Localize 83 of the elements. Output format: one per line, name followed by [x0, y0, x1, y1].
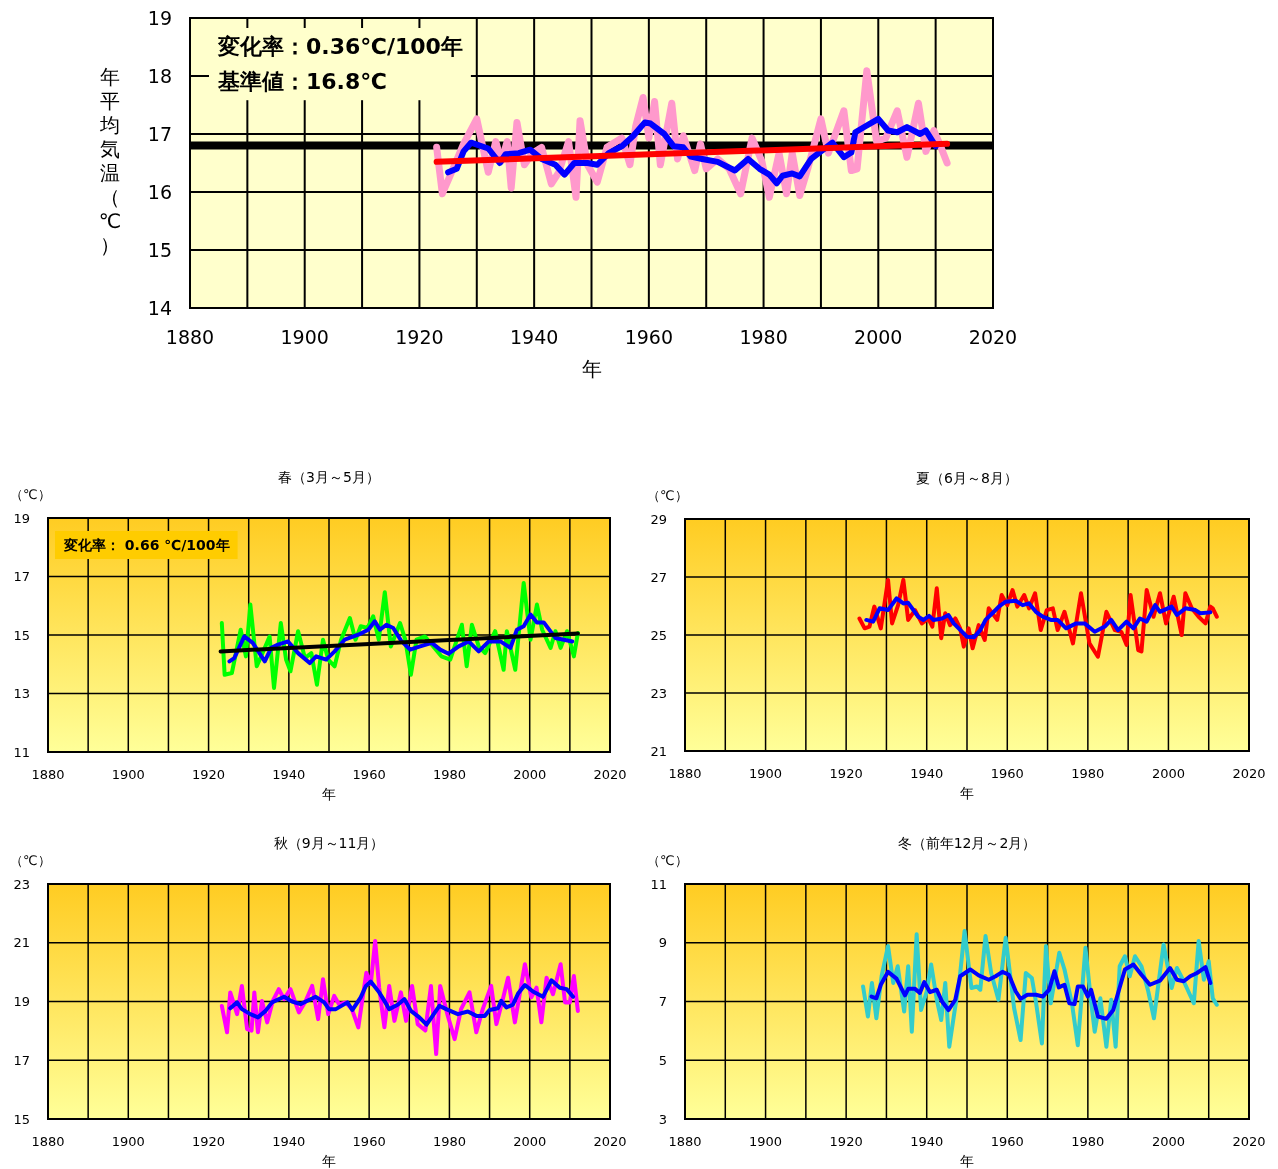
- x-tick-label: 1920: [192, 767, 226, 782]
- x-axis-title: 年: [960, 1153, 974, 1169]
- annotation: 変化率：0.36℃/100年: [217, 34, 463, 59]
- x-tick-label: 1960: [990, 766, 1024, 781]
- x-tick-label: 1920: [829, 766, 863, 781]
- x-tick-label: 1940: [910, 1134, 944, 1149]
- y-tick-label: 5: [658, 1052, 667, 1068]
- x-tick-label: 1900: [749, 766, 783, 781]
- y-tick-label: 23: [13, 876, 30, 892]
- x-axis-title: 年: [581, 357, 602, 381]
- x-tick-label: 1920: [829, 1134, 863, 1149]
- x-tick-label: 1940: [272, 767, 306, 782]
- y-tick-label: 3: [658, 1111, 667, 1127]
- chart-title: 秋（9月～11月）: [273, 835, 385, 851]
- x-tick-label: 1980: [1071, 766, 1105, 781]
- x-tick-label: 1900: [280, 326, 329, 348]
- y-tick-label: 17: [13, 1052, 30, 1068]
- chart-title: 夏（6月～8月）: [916, 470, 1018, 486]
- x-tick-label: 2020: [968, 326, 1018, 348]
- x-tick-label: 1960: [624, 326, 674, 348]
- y-tick-label: 9: [658, 935, 667, 951]
- x-tick-label: 1900: [749, 1134, 783, 1149]
- x-tick-label: 1980: [1071, 1134, 1105, 1149]
- y-tick-label: 18: [147, 64, 172, 87]
- y-axis-title: （℃）: [647, 853, 688, 868]
- y-tick-label: 19: [13, 510, 30, 526]
- y-tick-label: 15: [13, 1111, 30, 1127]
- x-tick-label: 1980: [432, 1134, 466, 1149]
- x-tick-label: 1940: [910, 766, 944, 781]
- y-tick-label: 14: [147, 296, 172, 319]
- y-tick-label: 21: [650, 743, 667, 759]
- x-tick-label: 1880: [668, 1134, 702, 1149]
- x-tick-label: 1900: [111, 1134, 145, 1149]
- x-tick-label: 2000: [1151, 766, 1185, 781]
- x-axis-title: 年: [960, 785, 974, 801]
- y-axis-title: （℃）: [10, 853, 51, 868]
- x-tick-label: 1920: [192, 1134, 226, 1149]
- y-tick-label: 13: [13, 686, 30, 702]
- x-tick-label: 1960: [990, 1134, 1024, 1149]
- x-tick-label: 1880: [31, 1134, 65, 1149]
- x-tick-label: 1980: [432, 767, 466, 782]
- x-tick-label: 1880: [165, 326, 215, 348]
- y-axis-title: （℃）: [10, 487, 51, 502]
- x-tick-label: 2020: [1232, 766, 1266, 781]
- x-tick-label: 1960: [352, 1134, 386, 1149]
- x-tick-label: 1920: [395, 326, 444, 348]
- y-axis-title: （℃）: [647, 488, 688, 503]
- y-tick-label: 25: [650, 627, 667, 643]
- x-tick-label: 2020: [593, 767, 627, 782]
- y-tick-label: 23: [650, 685, 667, 701]
- annotation: 変化率： 0.66 ℃/100年: [63, 537, 230, 553]
- y-axis-title: 年平均気温（℃）: [98, 65, 122, 257]
- chart-title: 春（3月～5月）: [278, 469, 380, 485]
- y-tick-label: 17: [13, 569, 30, 585]
- x-tick-label: 1880: [668, 766, 702, 781]
- x-tick-label: 1940: [509, 326, 559, 348]
- x-tick-label: 2020: [593, 1134, 627, 1149]
- x-axis-title: 年: [322, 786, 336, 802]
- y-tick-label: 7: [658, 994, 667, 1010]
- y-tick-label: 16: [147, 180, 172, 203]
- x-tick-label: 2000: [854, 326, 903, 348]
- y-tick-label: 19: [13, 994, 30, 1010]
- y-tick-label: 11: [13, 744, 30, 760]
- x-tick-label: 2020: [1232, 1134, 1266, 1149]
- y-tick-label: 15: [13, 627, 30, 643]
- y-tick-label: 27: [650, 569, 667, 585]
- annotation: 基準値：16.8℃: [217, 69, 387, 95]
- y-tick-label: 29: [650, 511, 667, 527]
- chart-title: 冬（前年12月～2月）: [897, 835, 1037, 851]
- x-tick-label: 1900: [111, 767, 145, 782]
- y-tick-label: 11: [650, 876, 667, 892]
- x-tick-label: 2000: [513, 1134, 547, 1149]
- y-tick-label: 19: [147, 6, 172, 29]
- x-tick-label: 2000: [1151, 1134, 1185, 1149]
- x-tick-label: 1940: [272, 1134, 306, 1149]
- x-tick-label: 2000: [513, 767, 547, 782]
- x-tick-label: 1880: [31, 767, 65, 782]
- x-axis-title: 年: [322, 1153, 336, 1169]
- x-tick-label: 1980: [739, 326, 788, 348]
- x-tick-label: 1960: [352, 767, 386, 782]
- y-tick-label: 15: [147, 238, 172, 261]
- y-tick-label: 21: [13, 935, 30, 951]
- y-tick-label: 17: [147, 122, 172, 145]
